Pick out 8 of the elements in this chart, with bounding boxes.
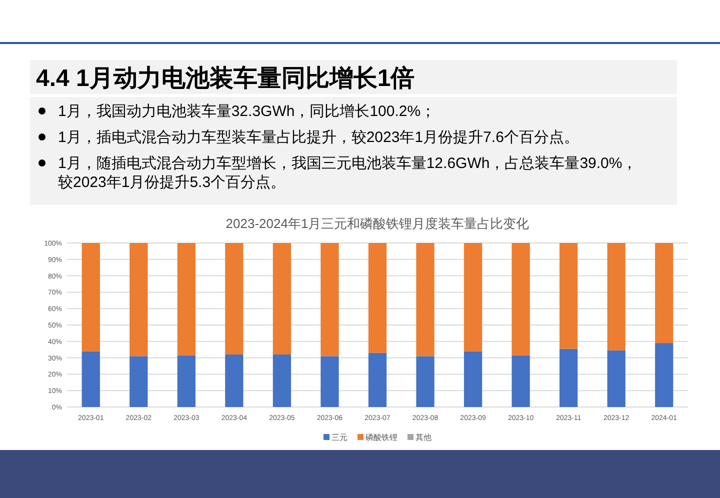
text: 1月，随插电式混合动力车型增长，我国三元电池装车量12.6GWh，占总装车量39.0%，较2023年1月份提升5.3个百分点。 xyxy=(58,155,638,191)
legend-label: 磷酸铁锂 xyxy=(364,433,398,442)
text: 4.4 1月动力电池装车量同比增长1倍 xyxy=(36,65,415,92)
legend-label: 其他 xyxy=(416,433,432,442)
text: 1月，我国动力电池装车量32.3GWh，同比增长100.2%； xyxy=(58,103,436,120)
text: 1月，插电式混合动力车型装车量占比提升，较2023年1月份提升7.6个百分点。 xyxy=(58,129,579,146)
legend-label: 三元 xyxy=(332,433,348,442)
chart-title: 2023-2024年1月三元和磷酸铁锂月度装车量占比变化 xyxy=(226,216,530,231)
